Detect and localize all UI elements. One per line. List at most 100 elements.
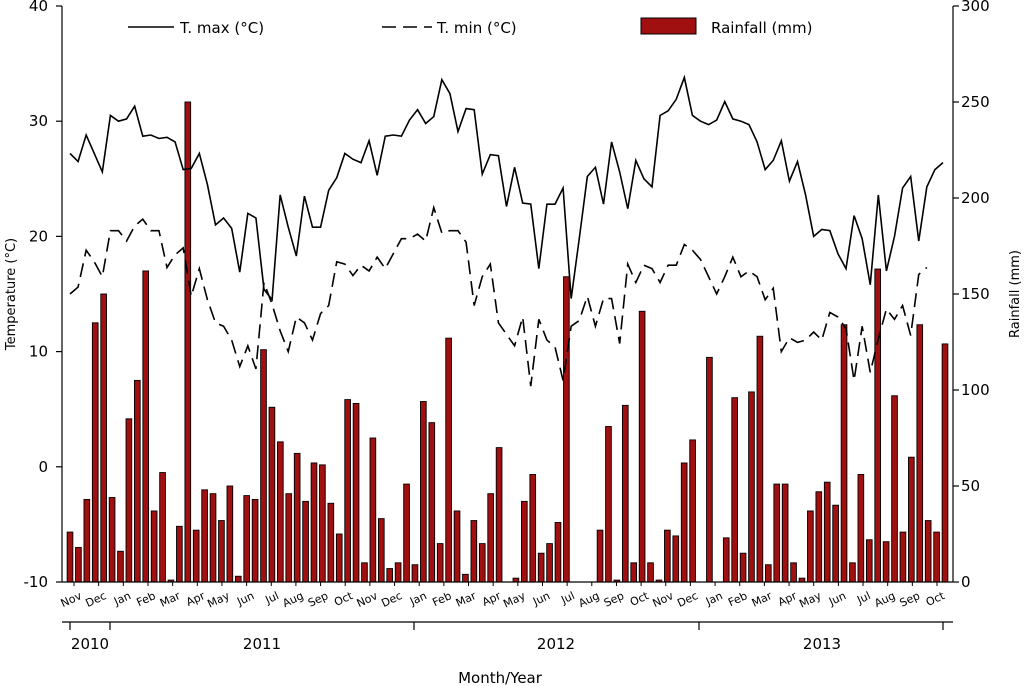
rainfall-bar [849,562,856,583]
rainfall-bar [916,324,924,583]
rainfall-bar [630,562,638,583]
rainfall-bar [554,522,562,583]
rainfall-bar [277,441,284,583]
rainfall-bar [411,564,419,583]
month-label: Jun [530,589,552,608]
left-tick-label: 40 [29,0,48,15]
rainfall-bar [815,491,823,583]
month-label: Feb [726,589,749,609]
rainfall-bar [731,397,738,583]
month-label: Nov [650,589,675,610]
rainfall-bar [226,485,234,583]
year-axis-labels: 2010 2011 2012 2013 [69,622,944,653]
legend-rain-label: Rainfall (mm) [711,19,812,37]
right-tick-label: 150 [961,285,990,303]
legend-rain-swatch [640,17,697,35]
month-label: Apr [480,589,503,609]
rainfall-bar [891,395,898,583]
rainfall-bar [478,543,486,583]
rainfall-bar [605,426,612,583]
legend-tmax-label: T. max (°C) [179,19,264,37]
right-tick-label: 0 [961,573,971,591]
right-tick-label: 50 [961,477,980,495]
rainfall-bar [293,452,301,583]
month-label: Aug [281,589,306,610]
rainfall-bar [924,520,932,583]
month-label: Jun [234,589,256,608]
rainfall-bar [823,481,831,583]
rainfall-bar [865,539,873,583]
rainfall-bar [453,510,461,583]
rainfall-bar [487,493,494,583]
rainfall-bar [83,498,91,583]
month-label: Sep [898,589,922,610]
rainfall-bar [664,529,671,583]
month-label: Jul [854,589,872,607]
rainfall-bar [739,552,747,583]
rainfall-bar [546,543,553,583]
rainfall-bar [335,533,343,583]
rainfall-bar [108,497,116,583]
rainfall-bar [75,546,82,583]
rainfall-bar [840,324,848,583]
rainfall-bar [462,573,469,583]
rainfall-bar [117,550,124,583]
legend-tmin-label: T. min (°C) [436,19,517,37]
rainfall-bar [192,529,200,583]
rainfall-bar [933,531,940,583]
year-label: 2013 [803,635,841,653]
rainfall-bar [377,518,385,583]
rainfall-bar [470,520,478,583]
month-label: May [797,589,824,611]
month-label: Dec [675,589,700,610]
rainfall-bar [386,568,394,583]
rainfall-bar [268,406,276,583]
month-label: May [501,589,528,611]
rainfall-bar [537,552,545,583]
rainfall-bar [647,562,654,583]
right-tick-label: 100 [961,381,990,399]
x-axis-title: Month/Year [458,669,543,686]
y-axis-left-title: Temperature (°C) [4,238,19,351]
rainfall-bar [310,462,318,583]
month-label: Apr [776,589,799,609]
left-axis-ticks: -10 0 10 20 30 40 [24,0,62,591]
month-label: Jul [263,589,281,607]
rainfall-bar [790,562,797,583]
rainfall-bar [319,464,326,583]
rainfall-bar [209,493,217,583]
rainfall-bar [638,310,646,583]
year-label: 2011 [243,635,281,653]
month-label: May [205,589,232,611]
rainfall-bar [327,502,335,583]
rainfall-bar [91,322,99,583]
rainfall-bar [781,483,789,583]
y-axis-right-title: Rainfall (mm) [1008,250,1023,338]
rainfall-bar [445,337,452,583]
month-label: Jan [111,589,133,608]
rainfall-bar [882,541,890,583]
rainfall-bar [874,268,882,583]
month-label: Jan [407,589,429,608]
rainfall-bar [672,535,680,583]
rainfall-bar [142,270,150,583]
rainfall-bar [689,439,696,583]
rainfall-bar [596,529,604,583]
rainfall-bar [941,343,949,583]
month-label: Feb [134,589,157,609]
rainfall-bar [352,402,360,583]
month-label: Jan [703,589,725,608]
month-label: Sep [602,589,626,610]
rainfall-bar [184,101,192,583]
rainfall-bar [125,418,133,583]
left-tick-label: 30 [29,112,48,130]
rainfall-bar [495,447,503,583]
left-tick-label: -10 [24,573,49,591]
month-label: Mar [454,589,479,610]
rainfall-bar [428,422,436,583]
rainfall-bar [344,399,351,583]
legend: T. max (°C) T. min (°C) Rainfall (mm) [128,17,812,37]
month-label: Aug [872,589,897,610]
rainfall-bar [722,537,730,583]
right-tick-label: 300 [961,0,990,15]
